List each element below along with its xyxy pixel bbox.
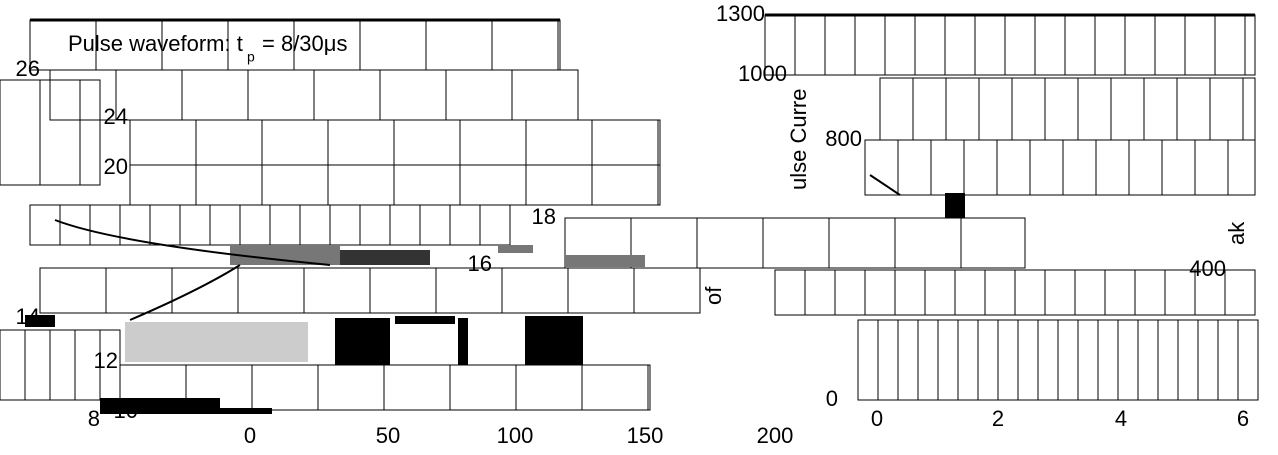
tick-label: 20 xyxy=(104,154,128,179)
tick-label: 150 xyxy=(627,423,664,448)
tick-label: 2 xyxy=(992,406,1004,431)
block xyxy=(100,398,220,408)
grid-box xyxy=(864,139,1256,196)
block xyxy=(340,250,430,265)
axis-label: ak xyxy=(1224,221,1249,245)
curve xyxy=(54,219,331,266)
curve xyxy=(129,264,241,321)
y-tick-labels: 1300 1000 800 400 0 xyxy=(716,1,1226,411)
x-tick-labels: 0 2 4 6 xyxy=(871,406,1249,431)
grid-box xyxy=(764,14,1256,76)
x-tick-labels: 0 50 100 150 200 xyxy=(244,423,793,448)
tick-label: 0 xyxy=(244,423,256,448)
tick-label: 10 xyxy=(114,398,138,423)
tick-label: 26 xyxy=(16,56,40,81)
tick-label: 1300 xyxy=(716,1,765,26)
tick-label: 0 xyxy=(826,386,838,411)
grid-box xyxy=(0,79,101,186)
block xyxy=(25,315,55,327)
tick-label: 16 xyxy=(468,251,492,276)
tick-label: 400 xyxy=(1189,256,1226,281)
grid-layer xyxy=(0,14,1259,411)
block xyxy=(395,316,455,324)
grid-box xyxy=(129,164,661,206)
title: Pulse waveform: t xyxy=(68,31,243,56)
grid-box xyxy=(129,119,661,166)
block xyxy=(458,318,468,365)
title-rest: = 8/30μs xyxy=(262,31,347,56)
tick-label: 24 xyxy=(104,104,128,129)
title-subscript: p xyxy=(247,49,255,65)
block xyxy=(565,255,645,267)
block xyxy=(498,245,533,253)
tick-label: 1000 xyxy=(738,61,787,86)
block xyxy=(335,318,390,365)
block xyxy=(525,316,583,365)
tick-label: 4 xyxy=(1115,406,1127,431)
block xyxy=(125,322,308,362)
tick-label: 12 xyxy=(94,348,118,373)
block xyxy=(100,408,272,414)
tick-label: 14 xyxy=(16,304,40,329)
tick-label: 6 xyxy=(1237,406,1249,431)
curve xyxy=(869,174,901,196)
grid-box xyxy=(879,77,1256,141)
grid-box xyxy=(564,217,1026,269)
block xyxy=(230,245,340,265)
tick-label: 18 xyxy=(532,204,556,229)
tick-label: 0 xyxy=(871,406,883,431)
axis-label: ulse Curre xyxy=(786,89,811,190)
tick-label: 100 xyxy=(497,423,534,448)
tick-label: 8 xyxy=(88,406,100,431)
tick-label: 50 xyxy=(376,423,400,448)
tick-label: 200 xyxy=(757,423,794,448)
block xyxy=(945,193,965,218)
tick-label: 800 xyxy=(825,126,862,151)
y-tick-labels: 26 24 20 18 16 14 12 10 8 xyxy=(16,56,556,431)
axis-label: of xyxy=(701,286,726,305)
